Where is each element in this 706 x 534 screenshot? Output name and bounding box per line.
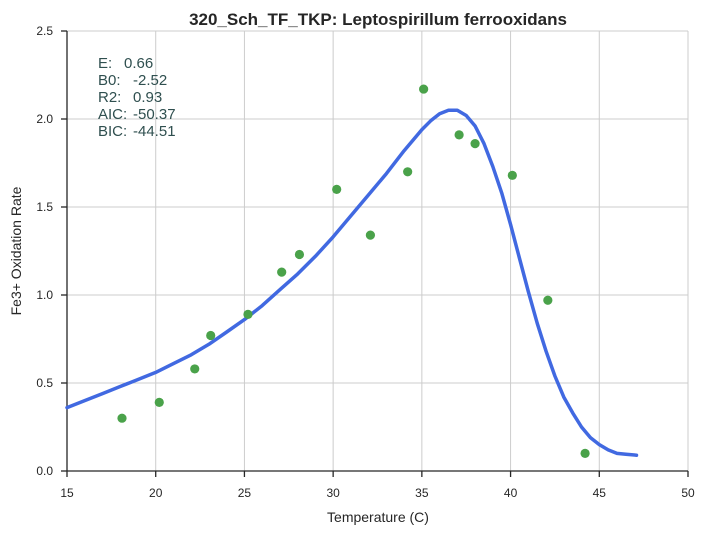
x-axis-label: Temperature (C) [327,509,429,525]
data-point [454,130,464,140]
y-tick-label: 0.5 [36,376,53,390]
y-tick-label: 1.0 [36,288,53,302]
fit-statistics: E: 0.66 B0: -2.52 R2: 0.93 AIC: -50.37 BIC: -… [98,55,176,140]
data-point [190,364,200,374]
data-point [294,249,305,260]
x-tick-label: 35 [415,486,429,500]
x-tick-label: 20 [149,486,163,500]
data-point [419,84,429,94]
data-point [365,230,376,240]
x-tick-label: 50 [681,486,695,500]
grid [66,30,689,472]
y-axis-label: Fe3+ Oxidation Rate [8,186,24,315]
annotation-line: E: 0.66 [98,55,153,72]
x-tick-label: 25 [238,486,252,500]
y-tick-label: 1.5 [36,200,53,214]
data-point [243,309,253,319]
y-tick-label: 0.0 [36,464,53,478]
data-point [154,397,164,407]
tick-labels: 15 20 25 30 35 40 45 50 0.0 0.5 1.0 1.5 2.0 2.5 [36,24,695,500]
x-tick-label: 15 [60,486,74,500]
x-tick-label: 30 [326,486,340,500]
data-point [580,448,590,458]
y-tick-label: 2.0 [36,112,53,126]
data-point [332,184,342,194]
data-point [117,413,127,423]
x-tick-label: 45 [593,486,607,500]
annotation-line: AIC: -50.37 [98,106,176,123]
fit-curve-layer [65,108,639,457]
ticks [61,30,689,477]
data-point [403,167,413,177]
chart-title: 320_Sch_TF_TKP: Leptospirillum ferrooxid… [189,10,567,29]
axes [66,31,688,472]
fit-curve [65,108,639,457]
annotation-line: BIC: -44.51 [98,123,176,140]
data-point [277,267,287,277]
data-point [470,139,480,149]
annotation-line: R2: 0.93 [98,89,162,106]
annotation-line: B0: -2.52 [98,72,167,89]
data-point [543,295,553,305]
y-tick-label: 2.5 [36,24,53,38]
data-point [507,170,517,180]
x-tick-label: 40 [504,486,518,500]
data-point [206,330,216,341]
data-points-layer [117,84,590,458]
